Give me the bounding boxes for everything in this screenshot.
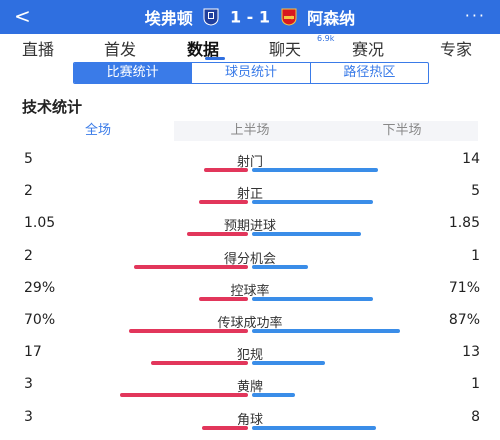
home-stat-bar	[151, 361, 248, 366]
home-stat-value: 1.05	[24, 215, 56, 232]
active-tab-indicator	[205, 57, 225, 60]
stat-label: 角球	[236, 412, 263, 428]
seg-heat-zones[interactable]: 路径热区	[343, 65, 396, 80]
away-stat-bar	[252, 329, 400, 333]
stat-row: 29% 控球率 71%	[0, 280, 500, 312]
stat-row: 3 黄牌 1	[0, 376, 500, 408]
stat-label: 黄牌	[236, 380, 263, 396]
main-tabs: 直播 首发 数据 聊天 6.9k 赛况 专家	[0, 34, 500, 60]
stat-row: 2 得分机会 1	[0, 248, 500, 280]
tab-data[interactable]: 数据	[187, 40, 220, 59]
tab-match-events[interactable]: 赛况	[352, 40, 385, 59]
home-stat-bar	[134, 264, 248, 269]
stat-row: 1.05 预期进球 1.85	[0, 215, 500, 247]
home-stat-bar	[199, 200, 248, 205]
away-stat-bar	[252, 232, 361, 237]
away-stat-bar	[252, 296, 373, 301]
tab-live[interactable]: 直播	[22, 40, 55, 59]
period-second-half[interactable]: 下半场	[382, 123, 422, 138]
home-stat-bar	[120, 393, 248, 398]
away-stat-value: 14	[462, 151, 480, 167]
away-stat-value: 13	[462, 344, 480, 361]
away-stat-bar	[252, 200, 373, 205]
tab-lineup[interactable]: 首发	[104, 40, 137, 59]
section-title: 技术统计	[22, 98, 83, 116]
away-stat-value: 8	[471, 408, 480, 425]
stat-label: 得分机会	[223, 251, 276, 267]
period-switch: 全场 上半场 下半场	[22, 121, 478, 141]
home-stat-value: 2	[24, 247, 33, 264]
seg-match-stats[interactable]: 比赛统计	[74, 63, 193, 83]
everton-crest-icon	[203, 8, 219, 26]
period-full-match[interactable]: 全场	[22, 121, 174, 141]
stat-row: 2 射正 5	[0, 183, 500, 215]
stat-row: 5 射门 14	[0, 151, 500, 183]
arsenal-crest-icon	[281, 8, 297, 26]
home-team-name[interactable]: 埃弗顿	[144, 9, 193, 28]
home-stat-bar	[187, 232, 248, 237]
home-stat-bar	[199, 296, 248, 301]
away-stat-value: 1	[471, 376, 480, 393]
home-stat-bar	[202, 425, 248, 430]
back-button[interactable]: <	[14, 4, 31, 28]
chat-count-badge: 6.9k	[317, 34, 335, 43]
home-stat-value: 17	[24, 344, 42, 361]
home-stat-value: 70%	[24, 312, 56, 328]
home-stat-value: 3	[24, 408, 33, 425]
tab-chat-label: 聊天	[269, 40, 302, 59]
period-first-half[interactable]: 上半场	[230, 123, 270, 138]
stat-row: 17 犯规 13	[0, 344, 500, 376]
stat-label: 控球率	[230, 283, 270, 299]
away-stat-value: 1	[471, 247, 480, 264]
away-stat-bar	[252, 393, 295, 398]
match-header: < 埃弗顿 1 - 1 阿森纳 ···	[0, 0, 500, 34]
tab-chat[interactable]: 聊天 6.9k	[269, 34, 334, 60]
home-stat-value: 29%	[24, 279, 56, 296]
home-stat-bar	[129, 329, 248, 333]
scoreline: 埃弗顿 1 - 1 阿森纳	[0, 5, 500, 29]
away-stat-bar	[252, 361, 325, 366]
stat-label: 预期进球	[223, 219, 276, 235]
home-stat-value: 5	[24, 151, 33, 167]
score: 1 - 1	[229, 7, 271, 27]
away-stat-value: 87%	[448, 312, 480, 328]
more-menu-icon[interactable]: ···	[464, 6, 486, 25]
stat-label: 犯规	[236, 348, 263, 364]
stat-label: 射门	[236, 155, 263, 170]
away-stat-bar	[252, 425, 376, 430]
away-stat-bar	[252, 264, 308, 269]
seg-player-stats[interactable]: 球员统计	[192, 63, 311, 83]
stat-label: 射正	[236, 187, 263, 203]
home-stat-bar	[204, 168, 248, 172]
stat-row: 70% 传球成功率 87%	[0, 312, 500, 344]
away-stat-bar	[252, 168, 378, 172]
stat-row: 3 角球 8	[0, 409, 500, 440]
stat-label: 传球成功率	[217, 316, 283, 331]
tab-experts[interactable]: 专家	[440, 40, 473, 59]
away-stat-value: 71%	[448, 279, 480, 296]
stats-type-switch: 比赛统计 球员统计 路径热区	[73, 62, 429, 84]
away-stat-value: 1.85	[448, 215, 480, 232]
away-stat-value: 5	[471, 183, 480, 200]
home-stat-value: 2	[24, 183, 33, 200]
away-team-name[interactable]: 阿森纳	[307, 9, 356, 28]
home-stat-value: 3	[24, 376, 33, 393]
